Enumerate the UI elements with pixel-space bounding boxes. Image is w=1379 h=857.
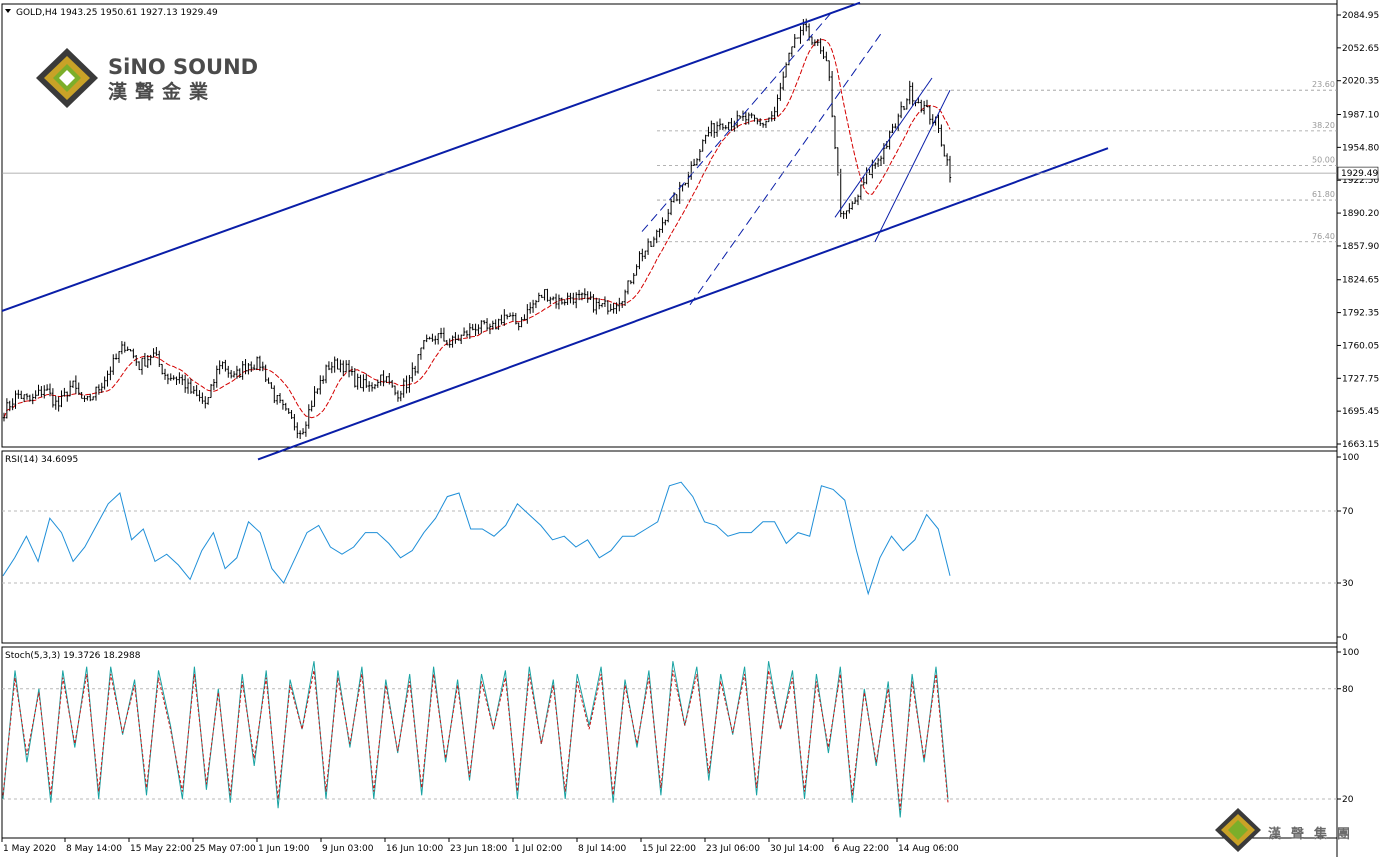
rsi-tick-label: 30 [1342, 579, 1354, 589]
steep-channel-upper [641, 11, 833, 232]
price-axis: 2084.95 2052.65 2020.35 1987.10 1954.80 1922.… [2, 11, 1379, 805]
rsi-tick-label: 70 [1342, 507, 1354, 517]
pane-frames [1, 0, 1338, 857]
time-tick-label: 23 Jun 18:00 [450, 844, 507, 854]
time-tick-label: 8 Jul 14:00 [578, 844, 627, 854]
time-tick-label: 8 May 14:00 [66, 844, 122, 854]
lower-channel-line [257, 147, 1109, 461]
price-tick-label: 1695.45 [1342, 407, 1379, 417]
upper-channel-line [1, 1, 861, 312]
price-tick-label: 1663.15 [1342, 440, 1379, 450]
moving-average [3, 38, 951, 419]
rsi-line [2, 481, 951, 596]
collapse-arrow-icon[interactable] [5, 9, 11, 13]
price-tick-label: 1760.05 [1342, 341, 1379, 351]
stoch-tick-label: 100 [1342, 648, 1359, 658]
price-tick-label: 2020.35 [1342, 77, 1379, 87]
time-axis: 1 May 2020 8 May 14:00 15 May 22:00 25 May … [1, 838, 959, 854]
fib-label: 61.80 [1312, 190, 1335, 199]
ma-line [3, 38, 951, 419]
candlesticks [2, 18, 952, 440]
fib-label: 50.00 [1312, 155, 1335, 164]
stoch-tick-label: 80 [1342, 685, 1354, 695]
stoch-signal-line [2, 670, 949, 811]
price-tick-label: 1857.90 [1342, 242, 1379, 252]
rsi-header: RSI(14) 34.6095 [5, 455, 78, 465]
flag-channel-lower [874, 89, 951, 242]
rsi-pane [2, 481, 951, 596]
stoch-header: Stoch(5,3,3) 19.3726 18.2988 [5, 651, 141, 661]
time-tick-label: 14 Aug 06:00 [898, 844, 959, 854]
time-tick-label: 9 Jun 03:00 [322, 844, 374, 854]
time-tick-label: 23 Jul 06:00 [706, 844, 760, 854]
time-tick-label: 25 May 07:00 [194, 844, 256, 854]
brand-name-en: SiNO SOUND [108, 55, 258, 79]
rsi-tick-label: 0 [1342, 633, 1348, 643]
grid-lines [2, 510, 1337, 800]
stoch-tick-label: 20 [1342, 795, 1354, 805]
price-tick-label: 1922.50 [1342, 176, 1379, 186]
price-tick-label: 1954.80 [1342, 143, 1379, 153]
stoch-pane [2, 661, 949, 818]
rsi-tick-label: 100 [1342, 453, 1359, 463]
fib-label: 23.60 [1312, 80, 1335, 89]
flag-channel-upper [834, 77, 933, 218]
time-tick-label: 6 Aug 22:00 [834, 844, 889, 854]
price-tick-label: 1792.35 [1342, 309, 1379, 319]
fib-label: 76.40 [1312, 232, 1335, 241]
current-price-label: 1929.49 [1341, 169, 1378, 179]
current-price-box [1337, 166, 1379, 180]
price-tick-label: 1890.20 [1342, 209, 1379, 219]
time-tick-label: 1 Jun 19:00 [258, 844, 310, 854]
fibonacci-levels: 23.60 38.20 50.00 61.80 76.40 [657, 80, 1337, 243]
fib-label: 38.20 [1312, 121, 1335, 130]
trend-channels [1, 1, 1109, 461]
time-tick-label: 30 Jul 14:00 [770, 844, 824, 854]
footer-brand-cn: 漢聲集團 [1268, 826, 1360, 842]
time-tick-label: 1 Jul 02:00 [514, 844, 563, 854]
brand-name-cn: 漢聲金業 [108, 80, 216, 103]
sino-sound-logo: SiNO SOUND 漢聲金業 [36, 48, 258, 108]
price-tick-label: 1987.10 [1342, 111, 1379, 121]
price-tick-label: 1727.75 [1342, 374, 1379, 384]
stoch-main-line [2, 661, 949, 818]
pane-frame [1, 450, 1338, 644]
time-tick-label: 1 May 2020 [3, 844, 56, 854]
time-tick-label: 15 Jul 22:00 [642, 844, 696, 854]
symbol-header: GOLD,H4 1943.25 1950.61 1927.13 1929.49 [16, 8, 218, 18]
time-tick-label: 16 Jun 10:00 [386, 844, 443, 854]
price-tick-label: 2084.95 [1342, 11, 1379, 21]
time-tick-label: 15 May 22:00 [130, 844, 192, 854]
price-tick-label: 2052.65 [1342, 44, 1379, 54]
footer-logo: 漢聲集團 [1215, 808, 1360, 852]
price-tick-label: 1824.65 [1342, 276, 1379, 286]
